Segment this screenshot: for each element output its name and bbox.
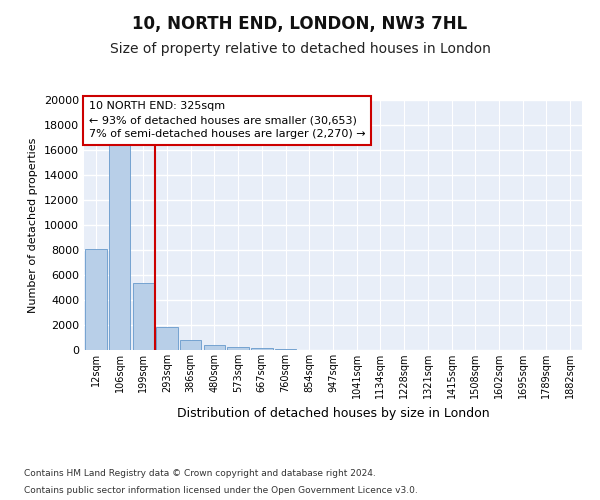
Bar (157, 327, 178, 350)
Text: Contains HM Land Registry data © Crown copyright and database right 2024.: Contains HM Land Registry data © Crown c… (24, 468, 376, 477)
Bar (275, 348, 296, 350)
Bar (227, 347, 249, 350)
Bar (133, 282, 154, 350)
Text: 10 NORTH END: 325sqm
← 93% of detached houses are smaller (30,653)
7% of semi-de: 10 NORTH END: 325sqm ← 93% of detached h… (89, 101, 365, 139)
Bar (109, 144, 130, 350)
Text: 10, NORTH END, LONDON, NW3 7HL: 10, NORTH END, LONDON, NW3 7HL (133, 15, 467, 33)
Bar (180, 340, 202, 350)
Bar (85, 248, 107, 350)
Text: Contains public sector information licensed under the Open Government Licence v3: Contains public sector information licen… (24, 486, 418, 495)
Bar (204, 345, 225, 350)
X-axis label: Distribution of detached houses by size in London: Distribution of detached houses by size … (176, 406, 490, 420)
Y-axis label: Number of detached properties: Number of detached properties (28, 138, 38, 312)
Text: Size of property relative to detached houses in London: Size of property relative to detached ho… (110, 42, 490, 56)
Bar (251, 348, 272, 350)
